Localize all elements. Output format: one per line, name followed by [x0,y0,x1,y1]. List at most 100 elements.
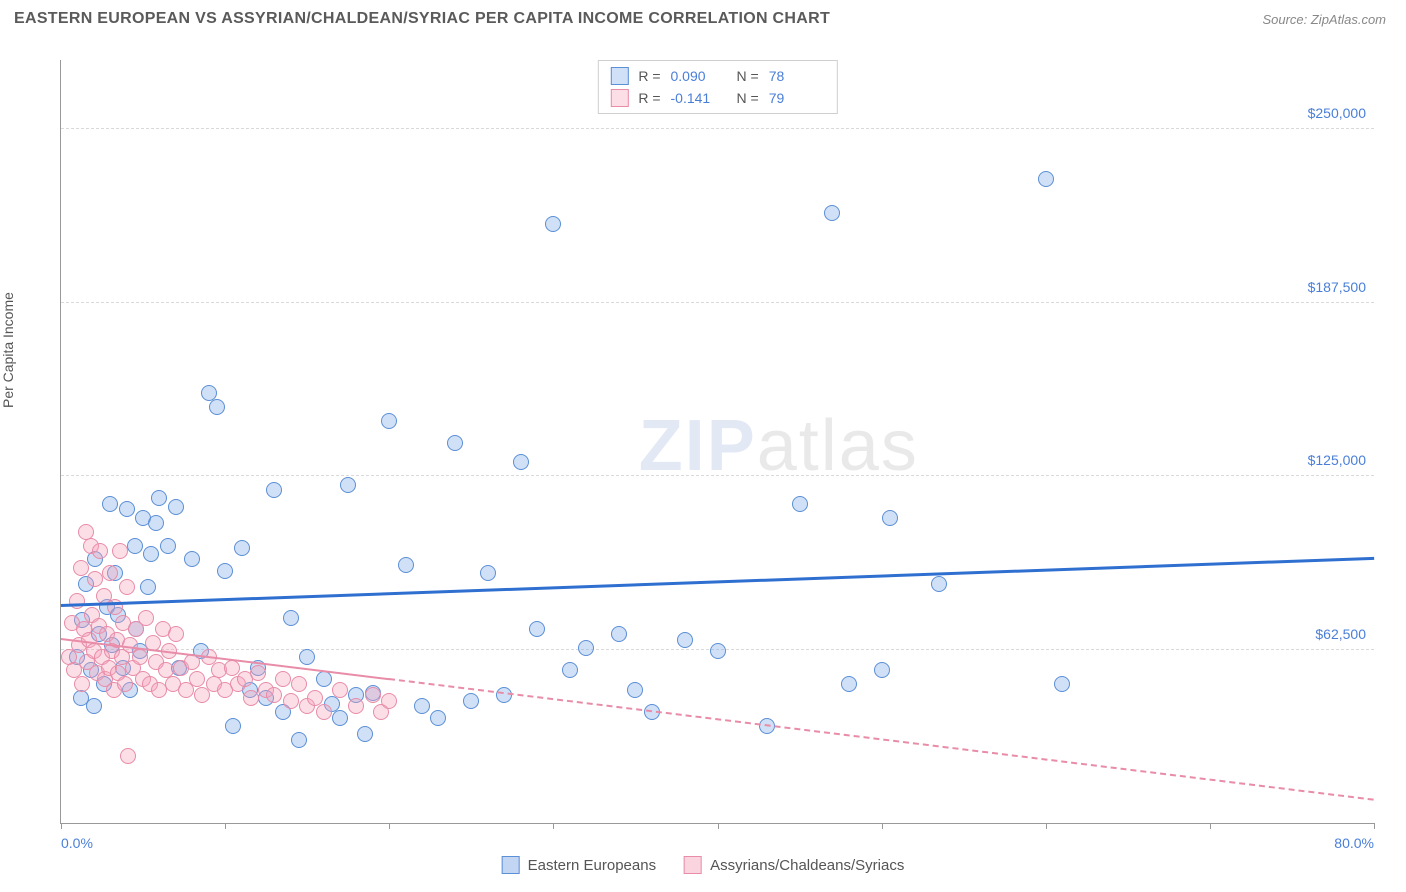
legend-label: Assyrians/Chaldeans/Syriacs [710,857,904,874]
trend-line [389,678,1374,801]
data-point [348,698,364,714]
data-point [266,482,282,498]
data-point [102,496,118,512]
data-point [496,687,512,703]
legend-swatch [610,89,628,107]
data-point [841,676,857,692]
x-tick-label: 80.0% [1334,835,1374,851]
data-point [824,205,840,221]
data-point [291,676,307,692]
data-point [266,687,282,703]
gridline [61,128,1374,129]
r-label: R = [638,90,660,106]
data-point [513,454,529,470]
x-tick [553,823,554,829]
data-point [882,510,898,526]
x-tick [389,823,390,829]
data-point [332,710,348,726]
r-label: R = [638,68,660,84]
y-tick-label: $125,000 [1308,452,1366,468]
trend-line [61,556,1374,606]
data-point [414,698,430,714]
gridline [61,475,1374,476]
data-point [117,676,133,692]
y-tick-label: $187,500 [1308,279,1366,295]
data-point [275,671,291,687]
data-point [119,501,135,517]
data-point [291,732,307,748]
header: EASTERN EUROPEAN VS ASSYRIAN/CHALDEAN/SY… [0,0,1406,34]
chart-container: Per Capita Income ZIPatlas R =0.090N =78… [14,38,1392,878]
legend-label: Eastern Europeans [528,857,656,874]
data-point [132,649,148,665]
data-point [168,626,184,642]
data-point [86,698,102,714]
data-point [151,490,167,506]
legend-swatch [502,856,520,874]
data-point [430,710,446,726]
data-point [381,413,397,429]
data-point [398,557,414,573]
source-attribution: Source: ZipAtlas.com [1262,12,1386,27]
data-point [168,499,184,515]
data-point [340,477,356,493]
data-point [381,693,397,709]
data-point [160,538,176,554]
data-point [931,576,947,592]
r-value: 0.090 [671,68,727,84]
data-point [677,632,693,648]
data-point [250,665,266,681]
data-point [357,726,373,742]
x-tick [225,823,226,829]
data-point [480,565,496,581]
data-point [225,718,241,734]
x-tick-label: 0.0% [61,835,93,851]
data-point [792,496,808,512]
data-point [283,610,299,626]
gridline [61,302,1374,303]
series-legend: Eastern Europeans Assyrians/Chaldeans/Syr… [502,856,905,874]
data-point [127,538,143,554]
data-point [148,515,164,531]
data-point [234,540,250,556]
data-point [143,546,159,562]
stats-legend-row: R = 0.090 N = 78 [610,65,824,87]
data-point [710,643,726,659]
data-point [1038,171,1054,187]
plot-area: ZIPatlas R =0.090N =78R =-0.141N =79 $62… [60,60,1374,824]
data-point [316,704,332,720]
data-point [316,671,332,687]
data-point [73,560,89,576]
n-value: 79 [769,90,825,106]
data-point [283,693,299,709]
data-point [112,543,128,559]
data-point [87,571,103,587]
x-tick [61,823,62,829]
data-point [140,579,156,595]
data-point [1054,676,1070,692]
data-point [209,399,225,415]
x-tick [1374,823,1375,829]
x-tick [1210,823,1211,829]
y-tick-label: $250,000 [1308,105,1366,121]
n-label: N = [737,68,759,84]
y-axis-label: Per Capita Income [0,292,16,408]
legend-item: Eastern Europeans [502,856,656,874]
r-value: -0.141 [671,90,727,106]
data-point [529,621,545,637]
chart-title: EASTERN EUROPEAN VS ASSYRIAN/CHALDEAN/SY… [14,10,830,28]
data-point [189,671,205,687]
stats-legend: R =0.090N =78R =-0.141N =79 [597,60,837,114]
data-point [74,676,90,692]
data-point [463,693,479,709]
data-point [217,563,233,579]
data-point [299,649,315,665]
data-point [69,593,85,609]
data-point [243,690,259,706]
data-point [562,662,578,678]
legend-swatch [684,856,702,874]
data-point [102,565,118,581]
n-value: 78 [769,68,825,84]
data-point [92,543,108,559]
data-point [545,216,561,232]
